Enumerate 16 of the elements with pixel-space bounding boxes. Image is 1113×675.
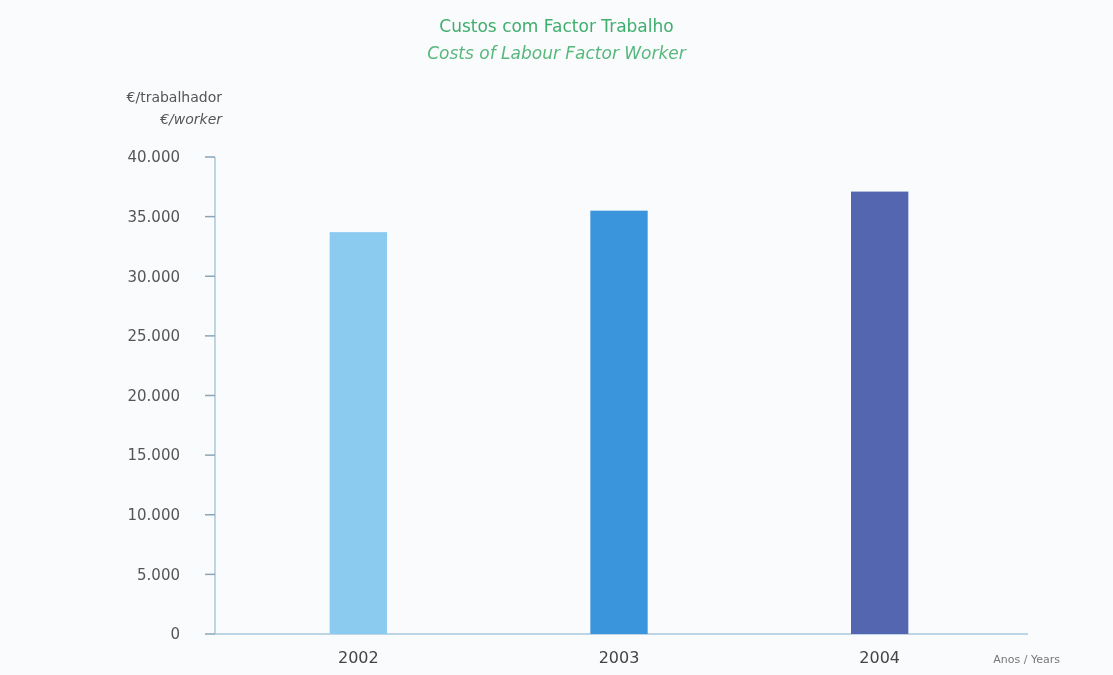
chart-title: Custos com Factor Trabalho [439, 16, 674, 36]
y-tick-label: 35.000 [127, 207, 180, 226]
y-tick-label: 30.000 [127, 267, 180, 286]
y-tick-label: 25.000 [127, 327, 180, 346]
y-tick-label: 0 [170, 625, 180, 644]
y-tick-label: 10.000 [127, 506, 180, 524]
y-tick-label: 20.000 [127, 386, 180, 405]
y-axis-title: €/trabalhador €/worker [126, 89, 224, 127]
y-tick-label: 5.000 [137, 565, 180, 584]
x-axis-title: Anos / Years [993, 653, 1061, 666]
x-tick-label: 2004 [859, 648, 901, 667]
x-tick-label: 2003 [598, 648, 640, 667]
y-tick-label: 40.000 [127, 148, 180, 167]
y-tick-label: 15.000 [127, 446, 180, 465]
chart-subtitle: Costs of Labour Factor Worker [427, 43, 687, 63]
x-tick-label: 2002 [337, 648, 379, 667]
